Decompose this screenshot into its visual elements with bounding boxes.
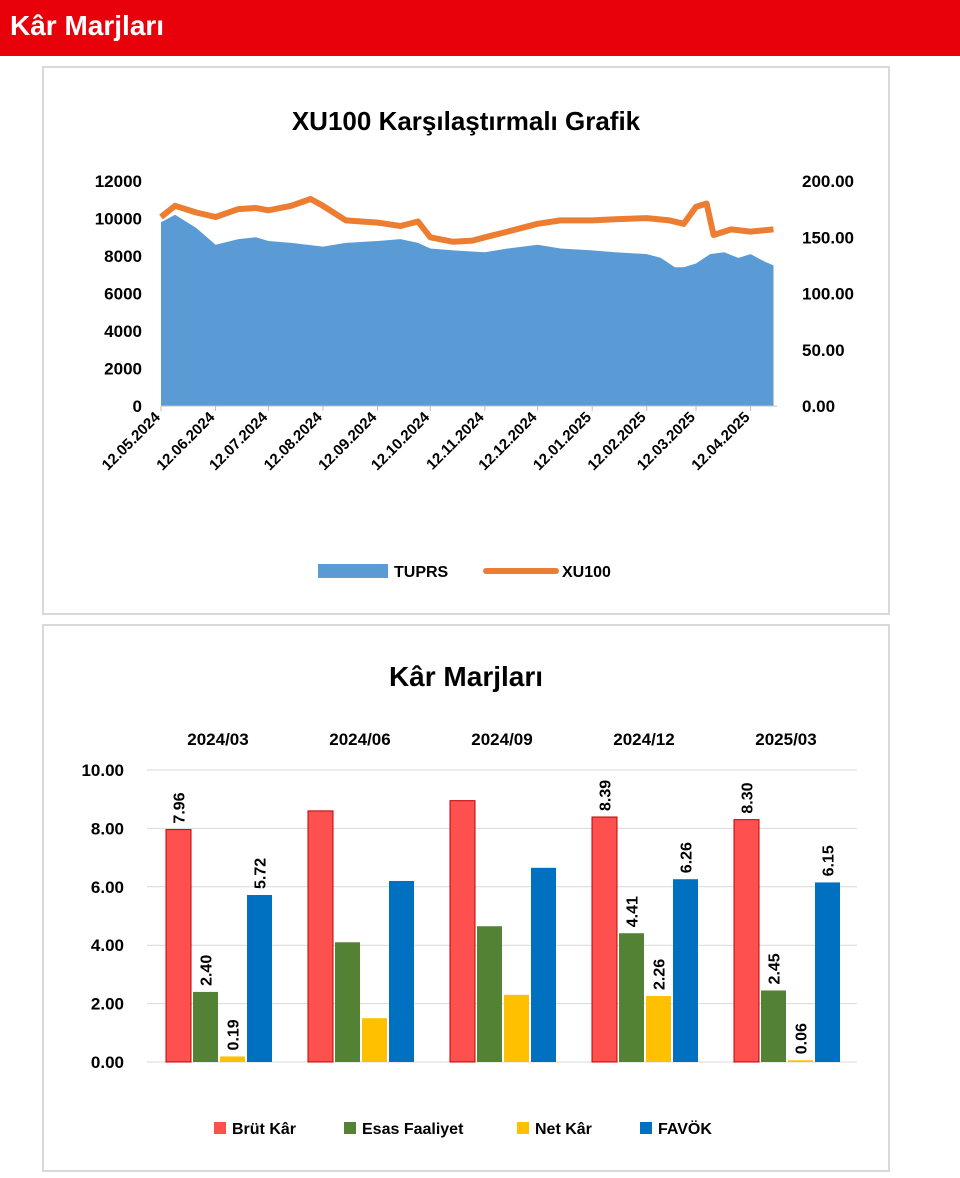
tuprs-area-series: [161, 214, 774, 406]
y-tick-label: 0.00: [91, 1053, 124, 1072]
bar-fav-k: [815, 882, 840, 1062]
bar-fav-k: [389, 880, 414, 1062]
bar-data-label: 2.45: [767, 953, 784, 984]
bar-fav-k: [247, 894, 272, 1062]
x-tick-label: 12.01.2025: [530, 409, 595, 474]
y-left-tick-label: 2000: [104, 360, 142, 379]
chart-title: Kâr Marjları: [389, 661, 543, 692]
legend-label: Net Kâr: [535, 1121, 592, 1138]
y-right-tick-label: 0.00: [802, 397, 835, 416]
category-label: 2024/06: [329, 730, 390, 749]
legend-label: FAVÖK: [658, 1119, 712, 1138]
category-label: 2025/03: [755, 730, 816, 749]
bar-data-label: 2.40: [199, 955, 216, 986]
bar-net-k-r: [504, 994, 529, 1062]
bar-esas-faaliyet: [761, 990, 786, 1062]
bar-esas-faaliyet: [619, 933, 644, 1062]
bar-fav-k: [531, 867, 556, 1062]
bar-data-label: 8.39: [598, 780, 615, 811]
bar-data-label: 6.26: [679, 842, 696, 873]
legend-swatch: [517, 1122, 529, 1134]
bar-data-label: 8.30: [740, 782, 757, 813]
y-tick-label: 10.00: [81, 761, 124, 780]
bar-fav-k: [673, 879, 698, 1062]
bar-br-t-k-r: [165, 829, 192, 1063]
y-tick-label: 6.00: [91, 878, 124, 897]
y-right-tick-label: 50.00: [802, 341, 845, 360]
bar-esas-faaliyet: [335, 942, 360, 1062]
margin-chart-panel: Kâr Marjları 10.00 8.00 6.00 4.00 2.00 0.00 202…: [42, 624, 890, 1172]
legend-swatch-tuprs: [318, 564, 388, 578]
legend-label-xu100: XU100: [562, 564, 611, 581]
y-tick-label: 2.00: [91, 995, 124, 1014]
comparison-chart: XU100 Karşılaştırmalı Grafik12.05.202412…: [95, 106, 854, 581]
category-label: 2024/09: [471, 730, 532, 749]
bar-data-label: 4.41: [625, 896, 642, 927]
chart-title: XU100 Karşılaştırmalı Grafik: [292, 106, 641, 136]
y-tick-label: 8.00: [91, 819, 124, 838]
bar-data-label: 5.72: [253, 858, 270, 889]
legend-swatch: [344, 1122, 356, 1134]
legend-swatch: [640, 1122, 652, 1134]
bar-data-label: 2.26: [652, 959, 669, 990]
category-label: 2024/12: [613, 730, 674, 749]
legend-label: Esas Faaliyet: [362, 1121, 464, 1138]
bar-net-k-r: [220, 1056, 245, 1062]
bar-br-t-k-r: [733, 819, 760, 1063]
bar-br-t-k-r: [449, 800, 476, 1063]
category-label: 2024/03: [187, 730, 248, 749]
margin-chart: Kâr Marjları 10.00 8.00 6.00 4.00 2.00 0.00 202…: [81, 661, 857, 1138]
bar-data-label: 0.19: [226, 1019, 243, 1050]
y-left-tick-label: 12000: [95, 172, 142, 191]
xu100-line-series: [159, 196, 774, 245]
y-left-tick-label: 10000: [95, 210, 142, 229]
x-tick-label: 12.04.2025: [688, 409, 753, 474]
y-right-tick-label: 200.00: [802, 172, 854, 191]
bar-data-label: 6.15: [821, 845, 838, 876]
bar-esas-faaliyet: [193, 991, 218, 1062]
bar-br-t-k-r: [591, 816, 618, 1063]
y-left-tick-label: 0: [133, 397, 142, 416]
bar-net-k-r: [646, 996, 671, 1062]
y-right-tick-label: 100.00: [802, 285, 854, 304]
header-bar: Kâr Marjları: [0, 0, 960, 56]
y-tick-label: 4.00: [91, 936, 124, 955]
comparison-chart-panel: XU100 Karşılaştırmalı Grafik 12.05.2024 12…: [42, 66, 890, 615]
y-left-tick-label: 8000: [104, 247, 142, 266]
y-right-tick-label: 150.00: [802, 228, 854, 247]
legend-label: Brüt Kâr: [232, 1121, 296, 1138]
page-title: Kâr Marjları: [10, 10, 165, 41]
bar-data-label: 0.06: [794, 1023, 811, 1054]
bar-br-t-k-r: [307, 810, 334, 1063]
y-left-tick-label: 6000: [104, 285, 142, 304]
bar-data-label: 7.96: [172, 792, 189, 823]
y-left-tick-label: 4000: [104, 322, 142, 341]
bar-net-k-r: [362, 1018, 387, 1062]
bar-esas-faaliyet: [477, 926, 502, 1062]
bar-net-k-r: [788, 1060, 813, 1062]
legend-label-tuprs: TUPRS: [394, 564, 449, 581]
x-tick-label: 12.10.2024: [368, 408, 434, 474]
legend-swatch: [214, 1122, 226, 1134]
